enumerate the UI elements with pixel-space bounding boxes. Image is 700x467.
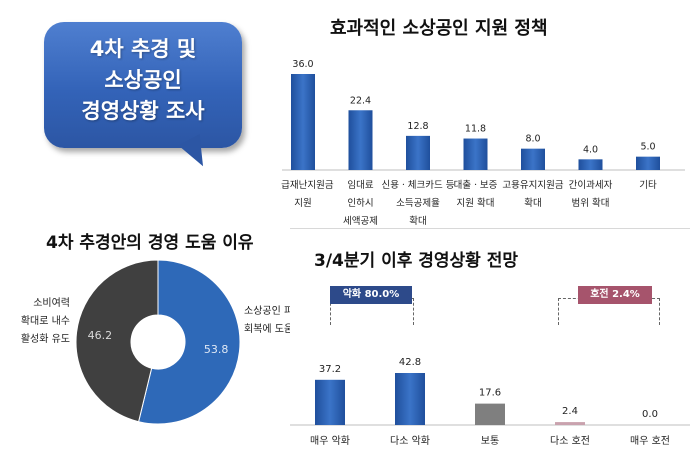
policy-category-label: 인하시 [347, 197, 373, 209]
policy-category-label: 긴급재난지원금 [280, 180, 334, 191]
policy-category-label: 대출ㆍ보증 [454, 180, 498, 191]
bubble-line-2: 소상공인 [104, 68, 182, 92]
outlook-bar [555, 422, 585, 425]
negative-total-badge: 악화 80.0% [330, 286, 412, 304]
donut-slice [138, 259, 241, 425]
outlook-value-label: 37.2 [319, 364, 341, 375]
positive-total-badge: 호전 2.4% [578, 286, 652, 304]
outlook-bar [475, 403, 505, 425]
policy-value-label: 11.8 [465, 124, 486, 135]
outlook-category-label: 보통 [481, 435, 499, 447]
policy-value-label: 22.4 [350, 95, 371, 106]
policy-category-label: 임대료 [347, 179, 373, 191]
policy-value-label: 36.0 [292, 59, 313, 70]
policy-bar [578, 159, 603, 170]
outlook-value-label: 42.8 [399, 357, 421, 368]
outlook-bar [315, 379, 345, 425]
section-divider [290, 228, 690, 229]
policy-chart-title: 효과적인 소상공인 지원 정책 [330, 18, 548, 39]
outlook-chart-title: 3/4분기 이후 경영상황 전망 [314, 251, 519, 271]
bubble-line-3: 경영상황 조사 [81, 99, 205, 123]
policy-category-label: 지원 [294, 198, 311, 209]
policy-category-label: 지원 확대 [457, 197, 495, 209]
policy-value-label: 8.0 [525, 134, 540, 145]
donut-value-label: 46.2 [88, 329, 113, 342]
donut-slice-label: 활성화 유도 [21, 332, 70, 345]
bubble-line-1: 4차 추경 및 [89, 37, 197, 61]
donut-slice-label: 소비여력 [33, 297, 70, 309]
policy-category-label: 신용ㆍ체크카드 등 [382, 180, 455, 191]
policy-bar [636, 156, 660, 170]
donut-value-label: 53.8 [204, 343, 229, 356]
policy-value-label: 12.8 [407, 121, 428, 132]
donut-slice-label: 확대로 내수 [21, 315, 70, 327]
policy-bar [348, 110, 373, 170]
speech-bubble [44, 22, 242, 148]
policy-category-label: 기타 [639, 180, 657, 191]
outlook-value-label: 17.6 [479, 388, 501, 399]
policy-category-label: 고용유지지원금 [502, 180, 563, 191]
outlook-category-label: 매우 악화 [310, 435, 350, 447]
bubble-title: 4차 추경 및 소상공인 경영상황 조사 [44, 34, 242, 127]
outlook-value-label: 0.0 [642, 409, 658, 420]
policy-category-label: 세액공제 [343, 215, 378, 225]
policy-bar [463, 138, 488, 170]
outlook-category-label: 다소 악화 [390, 435, 430, 447]
donut-slice-label: 회복에 도움 [244, 323, 290, 335]
outlook-bar [395, 373, 425, 425]
donut-slice [75, 259, 159, 423]
policy-bar [521, 148, 545, 170]
donut-chart-title: 4차 추경안의 경영 도움 이유 [46, 233, 254, 253]
outlook-value-label: 2.4 [562, 406, 578, 417]
policy-category-label: 확대 [524, 197, 541, 209]
donut-slice-label: 소상공인 피해 [244, 304, 290, 317]
policy-category-label: 소득공제율 [396, 198, 440, 209]
outlook-chart: 37.2 매우 악화 42.8 다소 악화 17.6 보통 2.4 다소 호전 0.0 매우 호전 [290, 357, 690, 447]
policy-value-label: 5.0 [640, 142, 655, 153]
policy-value-label: 4.0 [583, 144, 598, 155]
policy-bar [291, 74, 315, 170]
policy-category-label: 범위 확대 [572, 197, 610, 209]
outlook-category-label: 다소 호전 [550, 435, 590, 447]
policy-bar [406, 135, 430, 170]
outlook-category-label: 매우 호전 [630, 435, 670, 447]
policy-category-label: 확대 [409, 215, 426, 225]
policy-category-label: 간이과세자 [569, 180, 613, 191]
